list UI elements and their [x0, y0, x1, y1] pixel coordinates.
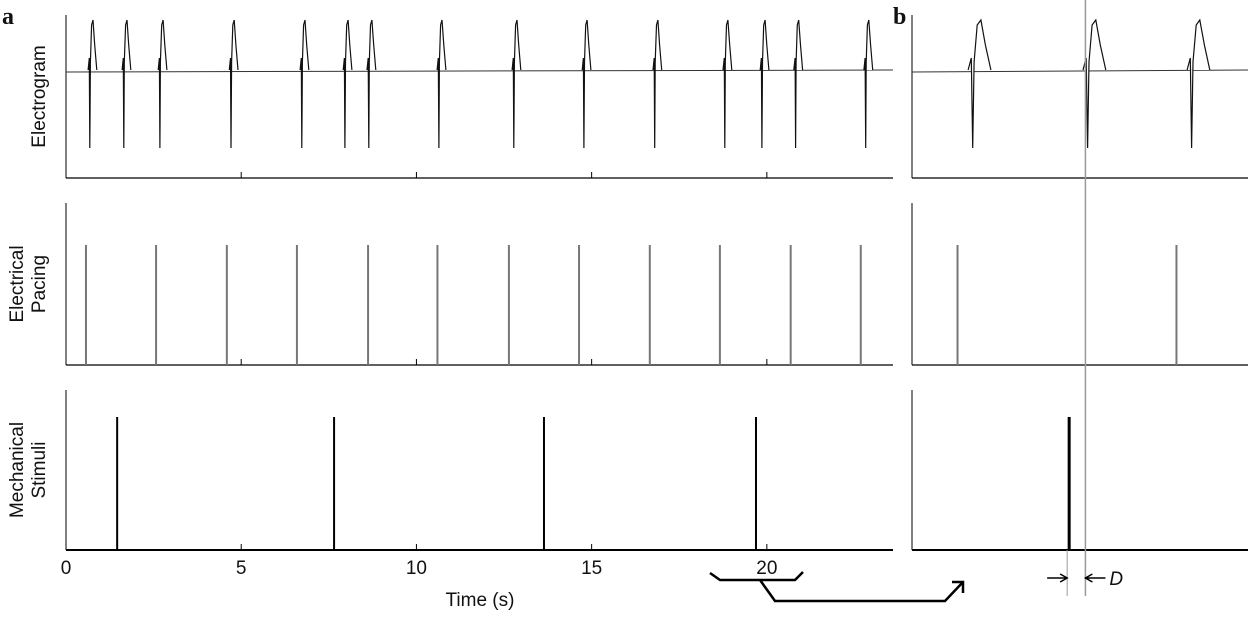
electrogram-beat — [759, 19, 770, 149]
electrogram-beat — [121, 19, 132, 149]
x-tick-label: 10 — [406, 558, 427, 579]
y-axis-label: Electrogram — [29, 45, 50, 147]
y-axis-label: Mechanical — [7, 422, 28, 518]
x-tick-label: 15 — [581, 558, 602, 579]
delay-arrow — [1047, 573, 1106, 583]
electrogram-beat — [366, 19, 377, 149]
electrogram-baseline — [65, 69, 894, 73]
panel-label: a — [2, 4, 14, 30]
electrogram-beat — [1082, 18, 1107, 149]
electrogram-beat — [342, 19, 353, 149]
x-tick-label: 5 — [236, 558, 247, 579]
electrogram-beat — [436, 19, 447, 149]
electrogram-beat — [87, 19, 98, 149]
panel-label: b — [893, 4, 906, 30]
electrogram-beat — [1186, 18, 1211, 149]
electrogram-beat — [581, 19, 592, 149]
electrogram-beat — [652, 19, 663, 149]
delay-label: D — [1109, 569, 1123, 590]
electrogram-beat — [967, 18, 992, 149]
x-axis-label: Time (s) — [446, 590, 515, 611]
zoom-arrow — [709, 571, 965, 603]
electrogram-beat — [157, 19, 168, 149]
electrogram-beat — [299, 19, 310, 149]
y-axis-label: Electrical — [7, 245, 28, 322]
electrogram-beat — [511, 19, 522, 149]
x-tick-label: 0 — [61, 558, 72, 579]
y-axis-label: Stimuli — [29, 441, 50, 498]
electrogram-baseline — [911, 69, 1249, 73]
y-axis-label: Pacing — [29, 255, 50, 313]
electrogram-beat — [228, 19, 239, 149]
electrogram-beat — [793, 19, 804, 149]
electrogram-beat — [722, 19, 733, 149]
x-tick-label: 20 — [756, 558, 777, 579]
electrogram-beat — [863, 19, 874, 149]
